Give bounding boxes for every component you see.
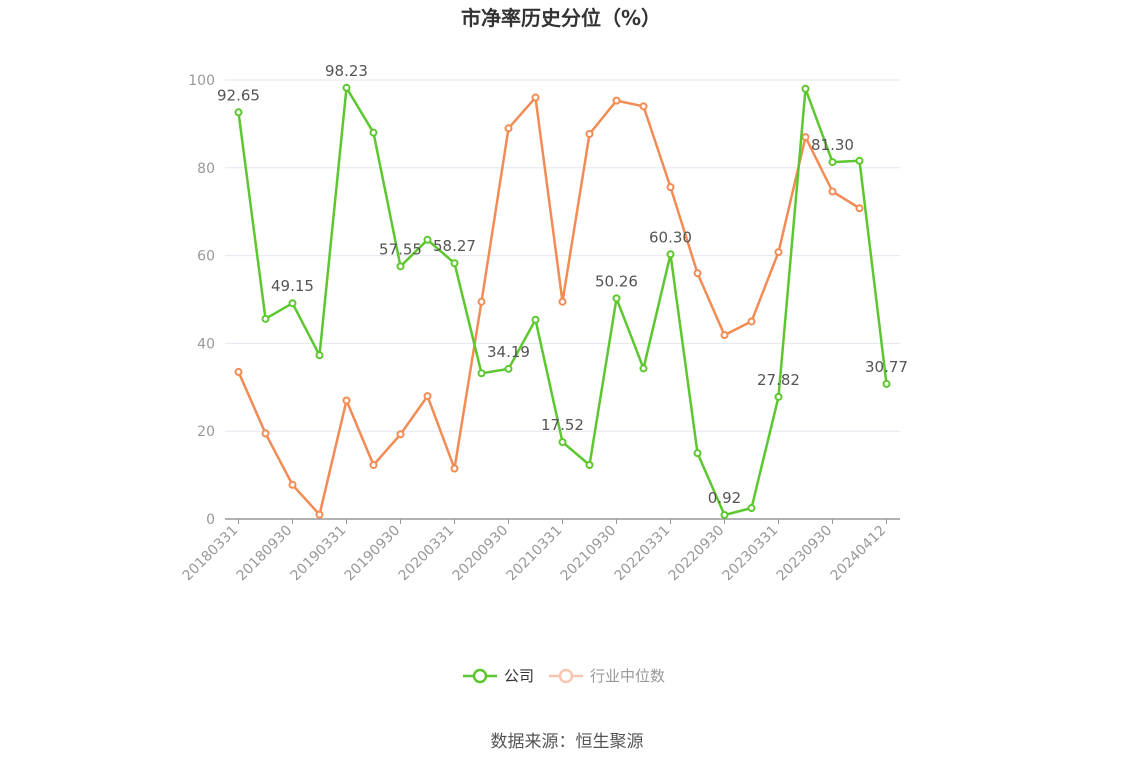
- data-point[interactable]: [585, 129, 594, 138]
- x-tick-label: 20230331: [720, 523, 782, 585]
- x-tick-label: 20220930: [666, 523, 728, 585]
- data-point[interactable]: [801, 84, 810, 93]
- data-point[interactable]: [342, 83, 351, 92]
- data-point[interactable]: [477, 297, 486, 306]
- data-label: 98.23: [325, 62, 368, 80]
- legend-marker: [558, 668, 574, 684]
- source-note: 数据来源：恒生聚源: [491, 732, 644, 752]
- data-point[interactable]: [774, 392, 783, 401]
- data-point[interactable]: [531, 315, 540, 324]
- y-tick-label: 60: [197, 249, 215, 265]
- x-tick-label: 20200331: [396, 523, 458, 585]
- data-point[interactable]: [504, 124, 513, 133]
- data-label: 49.15: [271, 277, 314, 295]
- data-label: 30.77: [865, 358, 908, 376]
- data-point[interactable]: [288, 299, 297, 308]
- y-tick-label: 0: [206, 512, 215, 528]
- data-point[interactable]: [450, 259, 459, 268]
- data-label: 57.55: [379, 240, 422, 258]
- data-label: 81.30: [811, 136, 854, 154]
- data-point[interactable]: [342, 396, 351, 405]
- data-label: 92.65: [217, 86, 260, 104]
- data-point[interactable]: [261, 429, 270, 438]
- x-tick-label: 20180930: [234, 523, 296, 585]
- x-tick-label: 20220331: [612, 523, 674, 585]
- data-point[interactable]: [720, 510, 729, 519]
- data-point[interactable]: [450, 464, 459, 473]
- legend-item-1[interactable]: 公司: [463, 667, 534, 685]
- data-point[interactable]: [477, 369, 486, 378]
- data-label: 0.92: [708, 489, 741, 507]
- data-point[interactable]: [666, 250, 675, 259]
- y-tick-label: 40: [197, 336, 215, 352]
- data-point[interactable]: [504, 364, 513, 373]
- x-tick-label: 20190930: [342, 523, 404, 585]
- data-point[interactable]: [612, 294, 621, 303]
- data-point[interactable]: [423, 392, 432, 401]
- series-line: [237, 96, 861, 516]
- series-layer: 92.65 49.15 98.23 57.55 58.27 34.19 17.52 50.26…: [217, 62, 908, 519]
- series-2: [234, 93, 864, 519]
- data-point[interactable]: [747, 317, 756, 326]
- data-point[interactable]: [234, 367, 243, 376]
- data-point[interactable]: [423, 235, 432, 244]
- data-point[interactable]: [747, 504, 756, 513]
- data-point[interactable]: [882, 379, 891, 388]
- x-tick-label: 20230930: [774, 523, 836, 585]
- legend[interactable]: 公司 行业中位数: [463, 667, 665, 685]
- x-axis: 2018033120180930201903312019093020200331…: [180, 518, 900, 585]
- data-point[interactable]: [774, 248, 783, 257]
- data-point[interactable]: [369, 128, 378, 137]
- legend-label: 行业中位数: [590, 667, 665, 685]
- data-label: 50.26: [595, 272, 638, 290]
- data-point[interactable]: [585, 461, 594, 470]
- data-point[interactable]: [612, 96, 621, 105]
- data-point[interactable]: [558, 438, 567, 447]
- data-point[interactable]: [639, 102, 648, 111]
- data-label: 17.52: [541, 416, 584, 434]
- data-label: 27.82: [757, 371, 800, 389]
- data-point[interactable]: [855, 204, 864, 213]
- x-tick-label: 20190331: [288, 523, 350, 585]
- data-label: 60.30: [649, 228, 692, 246]
- data-point[interactable]: [693, 269, 702, 278]
- data-point[interactable]: [396, 262, 405, 271]
- data-label: 58.27: [433, 237, 476, 255]
- data-point[interactable]: [855, 156, 864, 165]
- data-point[interactable]: [234, 108, 243, 117]
- data-label: 34.19: [487, 343, 530, 361]
- data-point[interactable]: [288, 480, 297, 489]
- legend-item-2[interactable]: 行业中位数: [549, 667, 665, 685]
- x-tick-label: 20240412: [828, 523, 890, 585]
- x-tick-label: 20180331: [180, 523, 242, 585]
- data-point[interactable]: [531, 93, 540, 102]
- y-tick-label: 80: [197, 161, 215, 177]
- data-point[interactable]: [315, 510, 324, 519]
- data-point[interactable]: [693, 449, 702, 458]
- data-point[interactable]: [315, 351, 324, 360]
- data-point[interactable]: [369, 461, 378, 470]
- data-point[interactable]: [639, 364, 648, 373]
- data-point[interactable]: [396, 430, 405, 439]
- data-point[interactable]: [666, 183, 675, 192]
- chart-title: 市净率历史分位（%）: [461, 6, 661, 30]
- legend-marker: [472, 668, 488, 684]
- x-tick-label: 20210930: [558, 523, 620, 585]
- series-1: 92.65 49.15 98.23 57.55 58.27 34.19 17.52 50.26…: [217, 62, 908, 519]
- y-tick-label: 100: [188, 73, 215, 89]
- data-point[interactable]: [801, 133, 810, 142]
- data-point[interactable]: [558, 297, 567, 306]
- x-tick-label: 20200930: [450, 523, 512, 585]
- y-tick-label: 20: [197, 424, 215, 440]
- y-axis: 0 20 40 60 80 100: [188, 73, 215, 528]
- legend-label: 公司: [504, 667, 534, 685]
- data-point[interactable]: [828, 187, 837, 196]
- data-point[interactable]: [720, 331, 729, 340]
- x-tick-label: 20210331: [504, 523, 566, 585]
- data-point[interactable]: [261, 314, 270, 323]
- data-point[interactable]: [828, 158, 837, 167]
